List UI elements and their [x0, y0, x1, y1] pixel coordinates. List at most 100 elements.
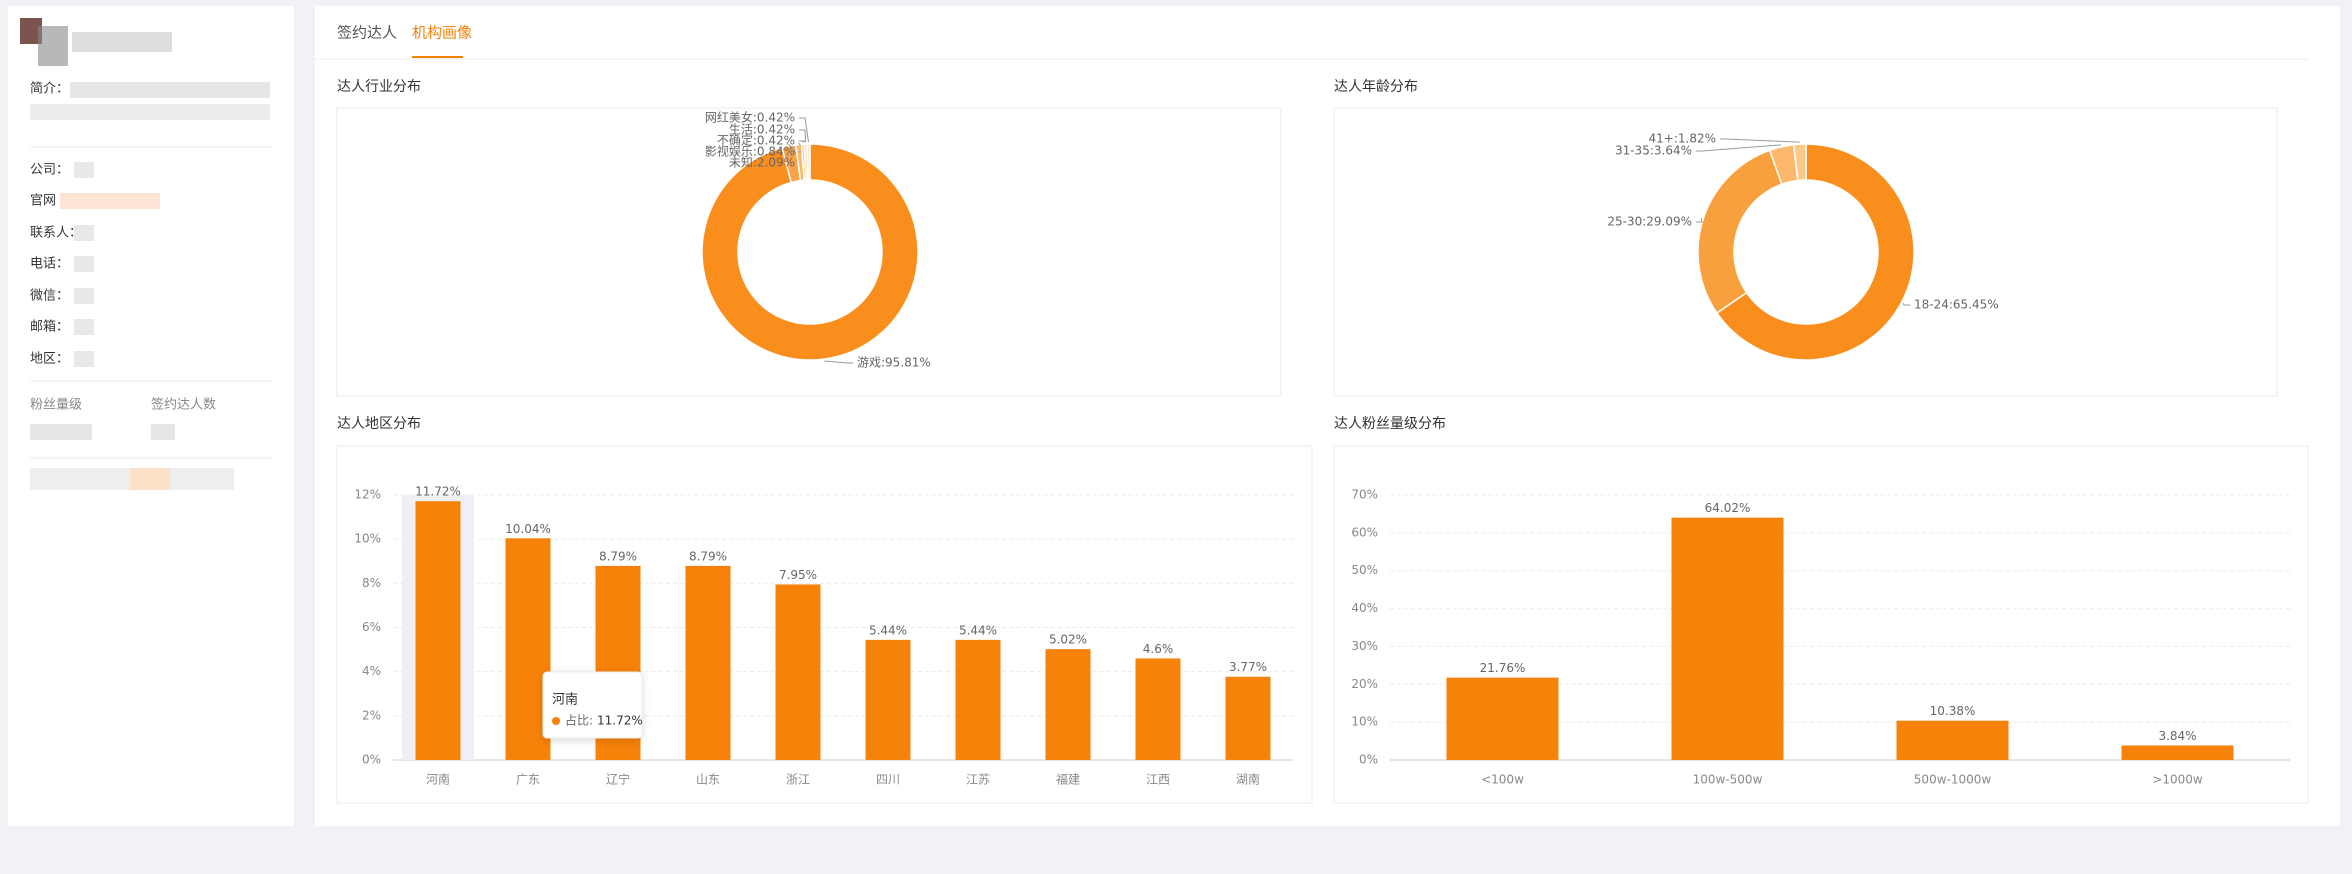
- y-tick-label: 10%: [1351, 715, 1378, 729]
- stat-label: 签约达人数: [151, 397, 216, 413]
- x-tick-label: 福建: [1056, 772, 1080, 787]
- bar-value-label: 4.6%: [1143, 642, 1174, 656]
- bar: [1135, 658, 1181, 760]
- bar-value-label: 3.77%: [1229, 660, 1267, 674]
- bar-value-label: 8.79%: [599, 549, 637, 563]
- blur: [70, 82, 270, 98]
- y-tick-label: 30%: [1351, 639, 1378, 653]
- chart-title: 达人粉丝量级分布: [1334, 416, 1446, 432]
- slice-label: 游戏:95.81%: [857, 356, 931, 370]
- y-tick-label: 12%: [354, 488, 381, 502]
- bar: [685, 565, 731, 760]
- main-panel: [315, 6, 2340, 826]
- info-blur: [74, 162, 94, 178]
- bar: [415, 501, 461, 760]
- info-label: 邮箱：: [30, 319, 69, 335]
- bar-value-label: 21.76%: [1480, 661, 1526, 675]
- bar-value-label: 11.72%: [415, 485, 461, 499]
- blur: [30, 104, 270, 120]
- blur: [30, 424, 92, 440]
- x-tick-label: 江苏: [966, 773, 990, 787]
- x-tick-label: 湖南: [1236, 772, 1260, 787]
- chart-box: [1333, 107, 2278, 397]
- pie-slice: [806, 143, 811, 181]
- y-tick-label: 0%: [362, 753, 381, 767]
- info-blur: [74, 351, 94, 367]
- info-label: 简介：: [30, 81, 69, 97]
- y-tick-label: 10%: [354, 532, 381, 546]
- bar: [1045, 649, 1091, 760]
- tab[interactable]: 签约达人: [337, 24, 397, 42]
- avatar: [20, 18, 42, 44]
- info-blur: [74, 319, 94, 335]
- y-tick-label: 2%: [362, 708, 381, 722]
- x-tick-label: 浙江: [786, 773, 810, 787]
- leader-line: [1696, 144, 1782, 152]
- info-label: 官网: [30, 193, 56, 209]
- pie-slice: [1715, 143, 1915, 361]
- blur: [151, 424, 175, 440]
- chart-title: 达人地区分布: [337, 416, 421, 432]
- blur: [130, 468, 170, 490]
- tab-active[interactable]: 机构画像: [412, 24, 472, 42]
- chart-box: [336, 107, 1282, 397]
- chart-box: [336, 445, 1313, 804]
- tooltip-dot: [552, 717, 560, 725]
- leader-line: [799, 129, 807, 143]
- slice-label: 41+:1.82%: [1649, 132, 1717, 146]
- x-tick-label: 江西: [1146, 773, 1170, 787]
- info-blur: [74, 256, 94, 272]
- avatar: [38, 26, 68, 66]
- bar: [1671, 517, 1784, 760]
- sidebar: [8, 6, 294, 826]
- leader-line: [1720, 138, 1800, 143]
- tooltip: [542, 671, 643, 739]
- bar: [1225, 676, 1271, 760]
- y-tick-label: 70%: [1351, 488, 1378, 502]
- chart-title: 达人年龄分布: [1334, 79, 1418, 95]
- slice-label: 网红美女:0.42%: [705, 110, 795, 125]
- leader-line: [799, 117, 810, 143]
- tooltip-series: 占比:: [565, 713, 593, 728]
- slice-label: 25-30:29.09%: [1607, 215, 1692, 229]
- x-tick-label: <100w: [1481, 773, 1524, 787]
- bar: [865, 639, 911, 760]
- tooltip-value: 11.72%: [597, 714, 643, 728]
- tooltip-title: 河南: [552, 692, 578, 708]
- leader-line: [799, 140, 806, 143]
- bar-value-label: 3.84%: [2158, 729, 2196, 743]
- slice-label: 18-24:65.45%: [1914, 298, 1999, 312]
- bar-value-label: 5.44%: [869, 623, 907, 637]
- x-tick-label: 100w-500w: [1693, 773, 1763, 787]
- x-tick-label: 500w-1000w: [1914, 773, 1992, 787]
- info-label: 地区：: [30, 352, 69, 367]
- chart-box: [1333, 445, 2309, 804]
- x-tick-label: 四川: [876, 773, 900, 787]
- info-blur: [60, 193, 160, 209]
- pie-slice: [1792, 143, 1807, 182]
- leader-line: [1902, 303, 1910, 306]
- bar: [775, 584, 821, 760]
- x-tick-label: >1000w: [2152, 773, 2203, 787]
- slice-label: 未知:2.09%: [729, 156, 795, 170]
- info-blur: [74, 288, 94, 304]
- y-tick-label: 60%: [1351, 525, 1378, 539]
- slice-label: 不确定:0.42%: [717, 133, 795, 148]
- slice-label: 生活:0.42%: [729, 123, 795, 137]
- y-tick-label: 50%: [1351, 563, 1378, 577]
- slice-label: 影视娱乐:0.84%: [705, 144, 795, 159]
- x-tick-label: 广东: [516, 773, 540, 787]
- slice-label: 31-35:3.64%: [1615, 144, 1692, 158]
- y-tick-label: 0%: [1359, 753, 1378, 767]
- bar-value-label: 5.44%: [959, 623, 997, 637]
- bar-value-label: 10.38%: [1930, 704, 1976, 718]
- y-tick-label: 8%: [362, 576, 381, 590]
- leader-line: [1696, 217, 1703, 223]
- x-tick-label: 辽宁: [606, 772, 630, 787]
- name-blur: [72, 32, 172, 52]
- pie-slice: [701, 143, 919, 361]
- bar-value-label: 10.04%: [505, 522, 551, 536]
- y-tick-label: 6%: [362, 620, 381, 634]
